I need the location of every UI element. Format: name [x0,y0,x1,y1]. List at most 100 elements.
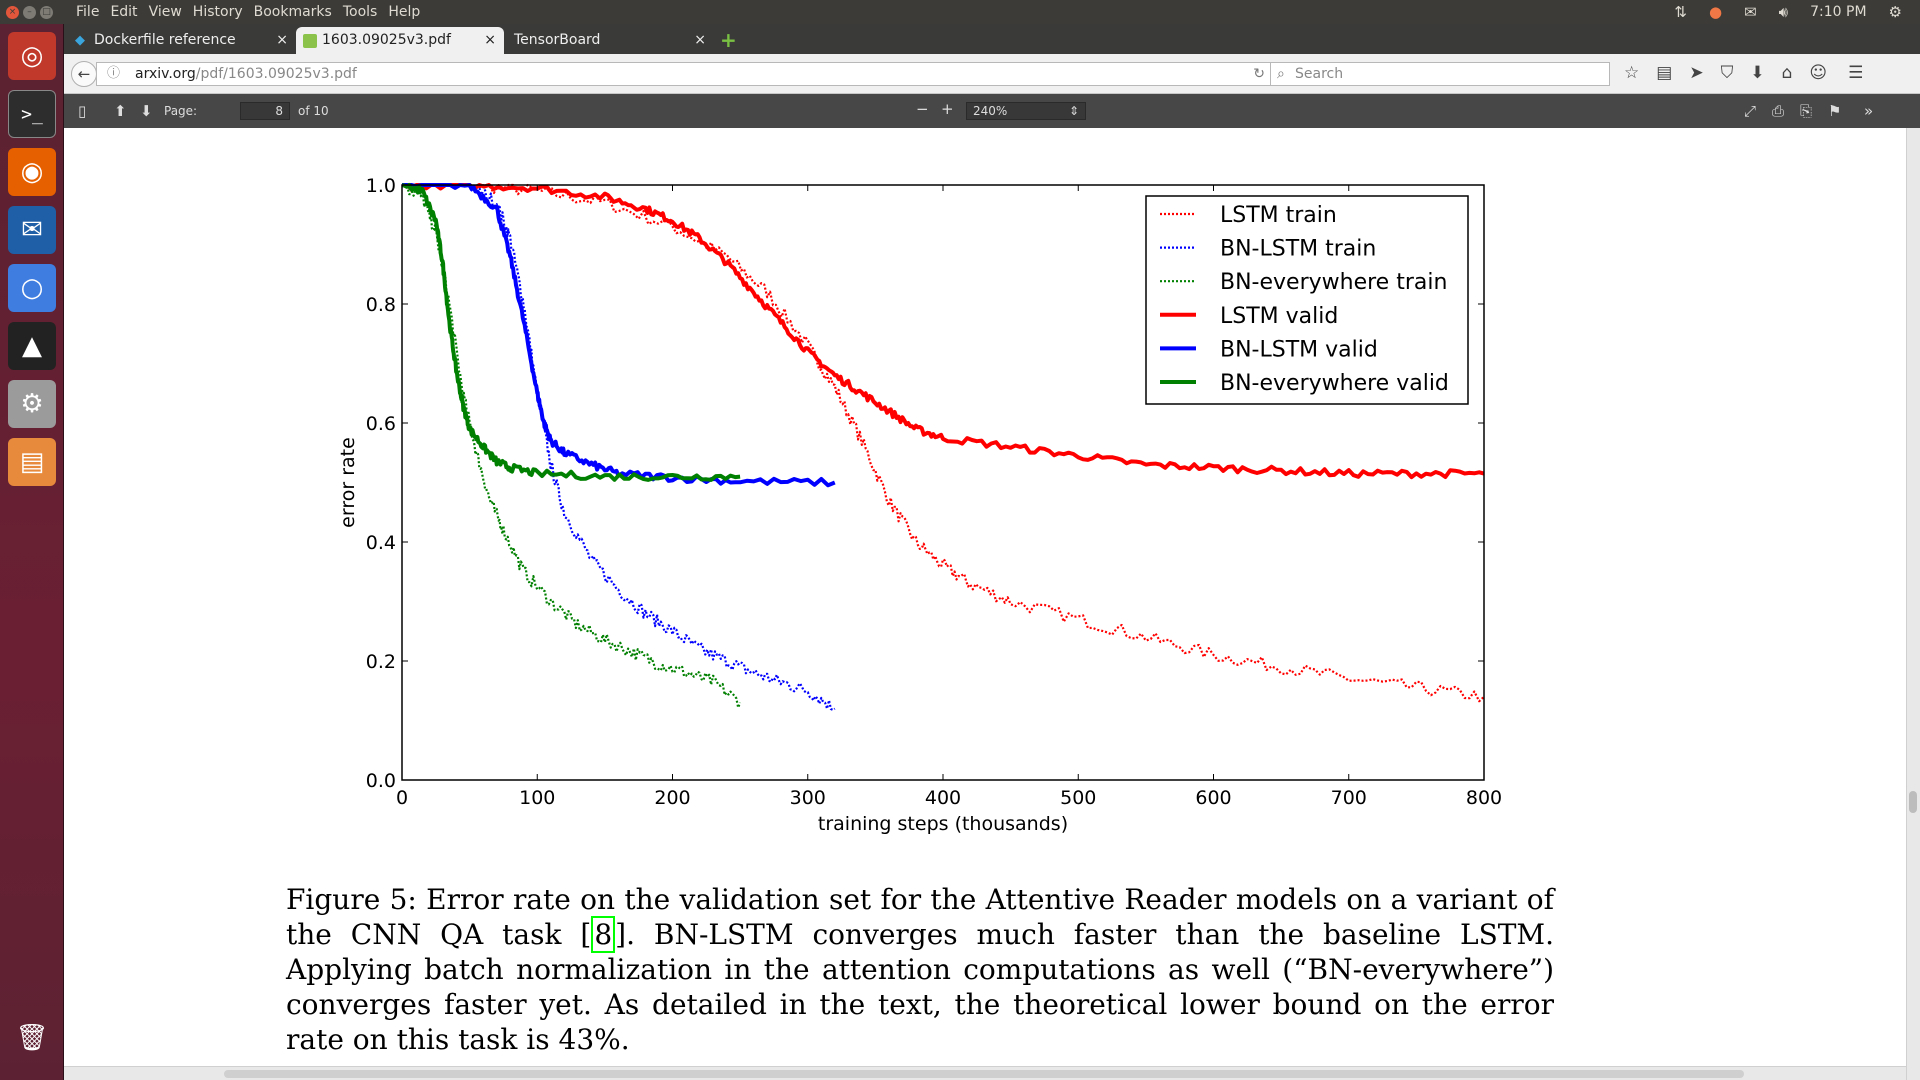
docker-icon: ◆ [75,33,85,48]
y-tick-label: 0.6 [366,413,396,435]
page-number-input[interactable]: 8 [240,102,290,120]
sidebar-toggle-icon[interactable]: ▯ [78,102,87,120]
chat-icon[interactable]: ☺ [1809,63,1828,83]
maximize-window-button[interactable]: □ [40,5,53,19]
y-tick-label: 0.4 [366,532,396,554]
volume-icon[interactable]: 🔊︎ [1778,3,1789,21]
new-tab-icon[interactable]: + [720,28,737,52]
page-label: Page: [164,104,198,118]
search-icon: ⌕ [1277,66,1285,82]
legend-label-3: LSTM valid [1220,304,1338,329]
citation-link[interactable]: 8 [591,916,616,953]
horizontal-scroll-thumb[interactable] [224,1070,1744,1078]
bookmark-icon[interactable]: ⚑ [1828,102,1842,120]
zoom-select[interactable]: 240% ⇕ [966,102,1086,120]
bookmark-star-icon[interactable]: ☆ [1624,63,1640,83]
ubuntu-dash-icon[interactable]: ◎ [8,32,56,80]
search-input[interactable]: ⌕ Search [1270,62,1610,86]
home-icon[interactable]: ⌂ [1781,63,1793,83]
vertical-scrollbar[interactable] [1906,128,1920,1080]
send-icon[interactable]: ➤ [1689,63,1704,83]
download-icon[interactable]: ⬇ [1750,63,1765,83]
settings-icon[interactable]: ⚙ [8,380,56,428]
toolbar-icons: ☆ ▤ ➤ ⛉ ⬇ ⌂ ☺ ☰ [1624,63,1863,83]
pdf-toolbar: ▯ ⬆ ⬇ Page: 8 of 10 − + 240% ⇕ ⤢ ⎙ ⎘ ⚑ » [64,94,1920,128]
zoom-out-button[interactable]: − [916,100,929,118]
tab-label: TensorBoard [514,32,601,48]
series-line-1 [402,183,836,712]
legend-label-1: BN-LSTM train [1220,237,1376,262]
series-line-3 [402,183,1485,480]
menu-help[interactable]: Help [388,4,421,20]
x-tick-label: 800 [1466,787,1502,809]
pdf-favicon-icon [303,34,317,48]
inkscape-icon[interactable]: ▲ [8,322,56,370]
menu-bookmarks[interactable]: Bookmarks [253,4,332,20]
app-menu: File Edit View History Bookmarks Tools H… [76,4,420,20]
pdf-page: 0 100 200 300 400 500 600 700 800 0.0 0.2 0.4 0.6 0.8… [64,128,1906,1066]
minimize-window-button[interactable]: – [23,5,36,19]
zoom-value: 240% [973,104,1008,118]
system-indicators: ⇅ ● ✉ 🔊︎ 7:10 PM ⚙ [1674,0,1902,24]
menu-file[interactable]: File [76,4,100,20]
chromium-icon[interactable]: ○ [8,264,56,312]
x-tick-label: 200 [654,787,690,809]
series-line-2 [401,184,742,709]
horizontal-scrollbar[interactable] [64,1066,1906,1080]
y-tick-label: 0.0 [366,770,396,792]
trash-icon[interactable]: 🗑︎ [15,1023,49,1053]
next-page-icon[interactable]: ⬇ [140,102,153,120]
reload-icon[interactable]: ↻ [1253,66,1265,82]
site-info-icon[interactable]: ⓘ [107,66,121,81]
error-rate-chart: 0 100 200 300 400 500 600 700 800 0.0 0.2 0.4 0.6 0.8… [337,175,1502,835]
url-bar[interactable]: ⓘ arxiv.org/pdf/1603.09025v3.pdf ↻ [96,62,1274,86]
network-icon[interactable]: ⇅ [1674,3,1687,21]
thunderbird-icon[interactable]: ✉ [8,206,56,254]
save-icon[interactable]: ⎘ [1800,102,1813,120]
mail-icon[interactable]: ✉ [1744,3,1757,21]
pocket-icon[interactable]: ⛉ [1720,63,1734,83]
vertical-scroll-thumb[interactable] [1909,791,1917,813]
close-tab-icon[interactable]: × [694,32,706,48]
back-button[interactable]: ← [71,61,97,87]
print-icon[interactable]: ⎙ [1772,102,1785,120]
reading-list-icon[interactable]: ▤ [1656,63,1673,83]
tab-bar: ◆ Dockerfile reference × 1603.09025v3.pd… [64,24,1920,54]
window-controls: × – □ [6,5,66,19]
zoom-in-button[interactable]: + [941,100,954,118]
url-path: /pdf/1603.09025v3.pdf [195,66,357,82]
series-line-4 [402,183,836,488]
legend-box [1145,195,1469,405]
menu-edit[interactable]: Edit [110,4,138,20]
menu-icon[interactable]: ☰ [1848,63,1864,83]
tab-tensorboard[interactable]: TensorBoard × [504,27,714,54]
series-line-0 [402,183,1485,703]
previous-page-icon[interactable]: ⬆ [114,102,127,120]
document-area[interactable]: 0 100 200 300 400 500 600 700 800 0.0 0.2 0.4 0.6 0.8… [64,128,1920,1080]
firefox-icon[interactable]: ◉ [8,148,56,196]
terminal-icon[interactable]: >_ [8,90,56,138]
page-total: of 10 [298,104,329,118]
x-tick-label: 0 [396,787,408,809]
search-placeholder: Search [1295,66,1344,82]
close-tab-icon[interactable]: × [484,32,496,48]
impress-icon[interactable]: ▤ [8,438,56,486]
chevron-updown-icon: ⇕ [1068,104,1079,118]
clock[interactable]: 7:10 PM [1810,4,1867,20]
close-window-button[interactable]: × [6,5,19,19]
close-tab-icon[interactable]: × [276,32,288,48]
x-tick-label: 500 [1060,787,1096,809]
launcher: ◎ >_ ◉ ✉ ○ ▲ ⚙ ▤ 🗑︎ [0,24,64,1080]
tab-label: 1603.09025v3.pdf [322,32,451,48]
legend-label-2: BN-everywhere train [1220,270,1447,295]
tab-pdf[interactable]: 1603.09025v3.pdf × [296,27,504,54]
update-icon[interactable]: ● [1709,3,1723,21]
caption-text-2: ]. BN-LSTM converges much faster than th… [286,918,1554,1056]
presentation-mode-icon[interactable]: ⤢ [1744,102,1757,120]
tab-dockerfile-reference[interactable]: ◆ Dockerfile reference × [68,27,296,54]
menu-view[interactable]: View [148,4,182,20]
tools-icon[interactable]: » [1864,102,1874,120]
power-gear-icon[interactable]: ⚙ [1888,3,1902,21]
menu-history[interactable]: History [192,4,243,20]
menu-tools[interactable]: Tools [342,4,378,20]
